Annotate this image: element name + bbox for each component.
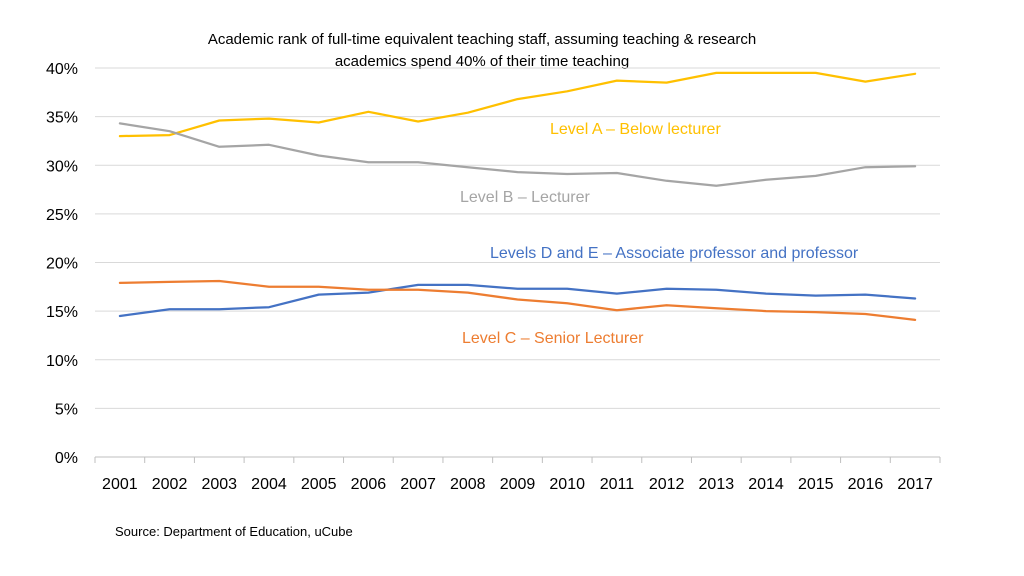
series-line-level-c: [118, 279, 917, 322]
x-tick-label: 2015: [798, 476, 834, 493]
series-line-levels-d-e: [118, 283, 917, 318]
x-tick-label: 2011: [600, 476, 635, 493]
y-tick-label: 5%: [55, 401, 78, 418]
x-tick-label: 2004: [251, 476, 287, 493]
x-tick-label: 2014: [748, 476, 784, 493]
chart-title-line-1: Academic rank of full-time equivalent te…: [207, 31, 757, 48]
y-tick-label: 35%: [46, 110, 78, 127]
y-tick-label: 25%: [46, 207, 78, 224]
x-tick-label: 2006: [351, 476, 387, 493]
x-tick-label: 2012: [649, 476, 685, 493]
chart-title-line-2: academics spend 40% of their time teachi…: [334, 53, 630, 70]
x-tick-label: 2001: [102, 476, 138, 493]
x-tick-label: 2003: [201, 476, 237, 493]
y-tick-label: 20%: [46, 256, 78, 273]
source-note: Source: Department of Education, uCube: [115, 524, 353, 539]
y-tick-label: 40%: [46, 61, 78, 78]
x-tick-label: 2005: [301, 476, 337, 493]
series-line-level-a: [118, 71, 917, 138]
y-tick-label: 30%: [46, 158, 78, 175]
series-label-level-b: Level B – Lecturer: [460, 189, 590, 206]
x-tick-label: 2007: [400, 476, 436, 493]
x-tick-label: 2010: [549, 476, 585, 493]
series-label-level-a: Level A – Below lecturer: [550, 121, 721, 138]
y-tick-label: 0%: [55, 450, 78, 467]
x-tick-label: 2002: [152, 476, 188, 493]
y-tick-label: 15%: [46, 304, 78, 321]
x-tick-label: 2009: [500, 476, 536, 493]
x-tick-label: 2013: [699, 476, 735, 493]
series-line-level-b: [118, 122, 917, 187]
series-label-level-c: Level C – Senior Lecturer: [462, 330, 644, 347]
y-tick-label: 10%: [46, 353, 78, 370]
x-tick-label: 2016: [848, 476, 884, 493]
x-tick-label: 2017: [897, 476, 933, 493]
x-tick-label: 2008: [450, 476, 486, 493]
series-label-levels-d-e: Levels D and E – Associate professor and…: [490, 245, 859, 262]
